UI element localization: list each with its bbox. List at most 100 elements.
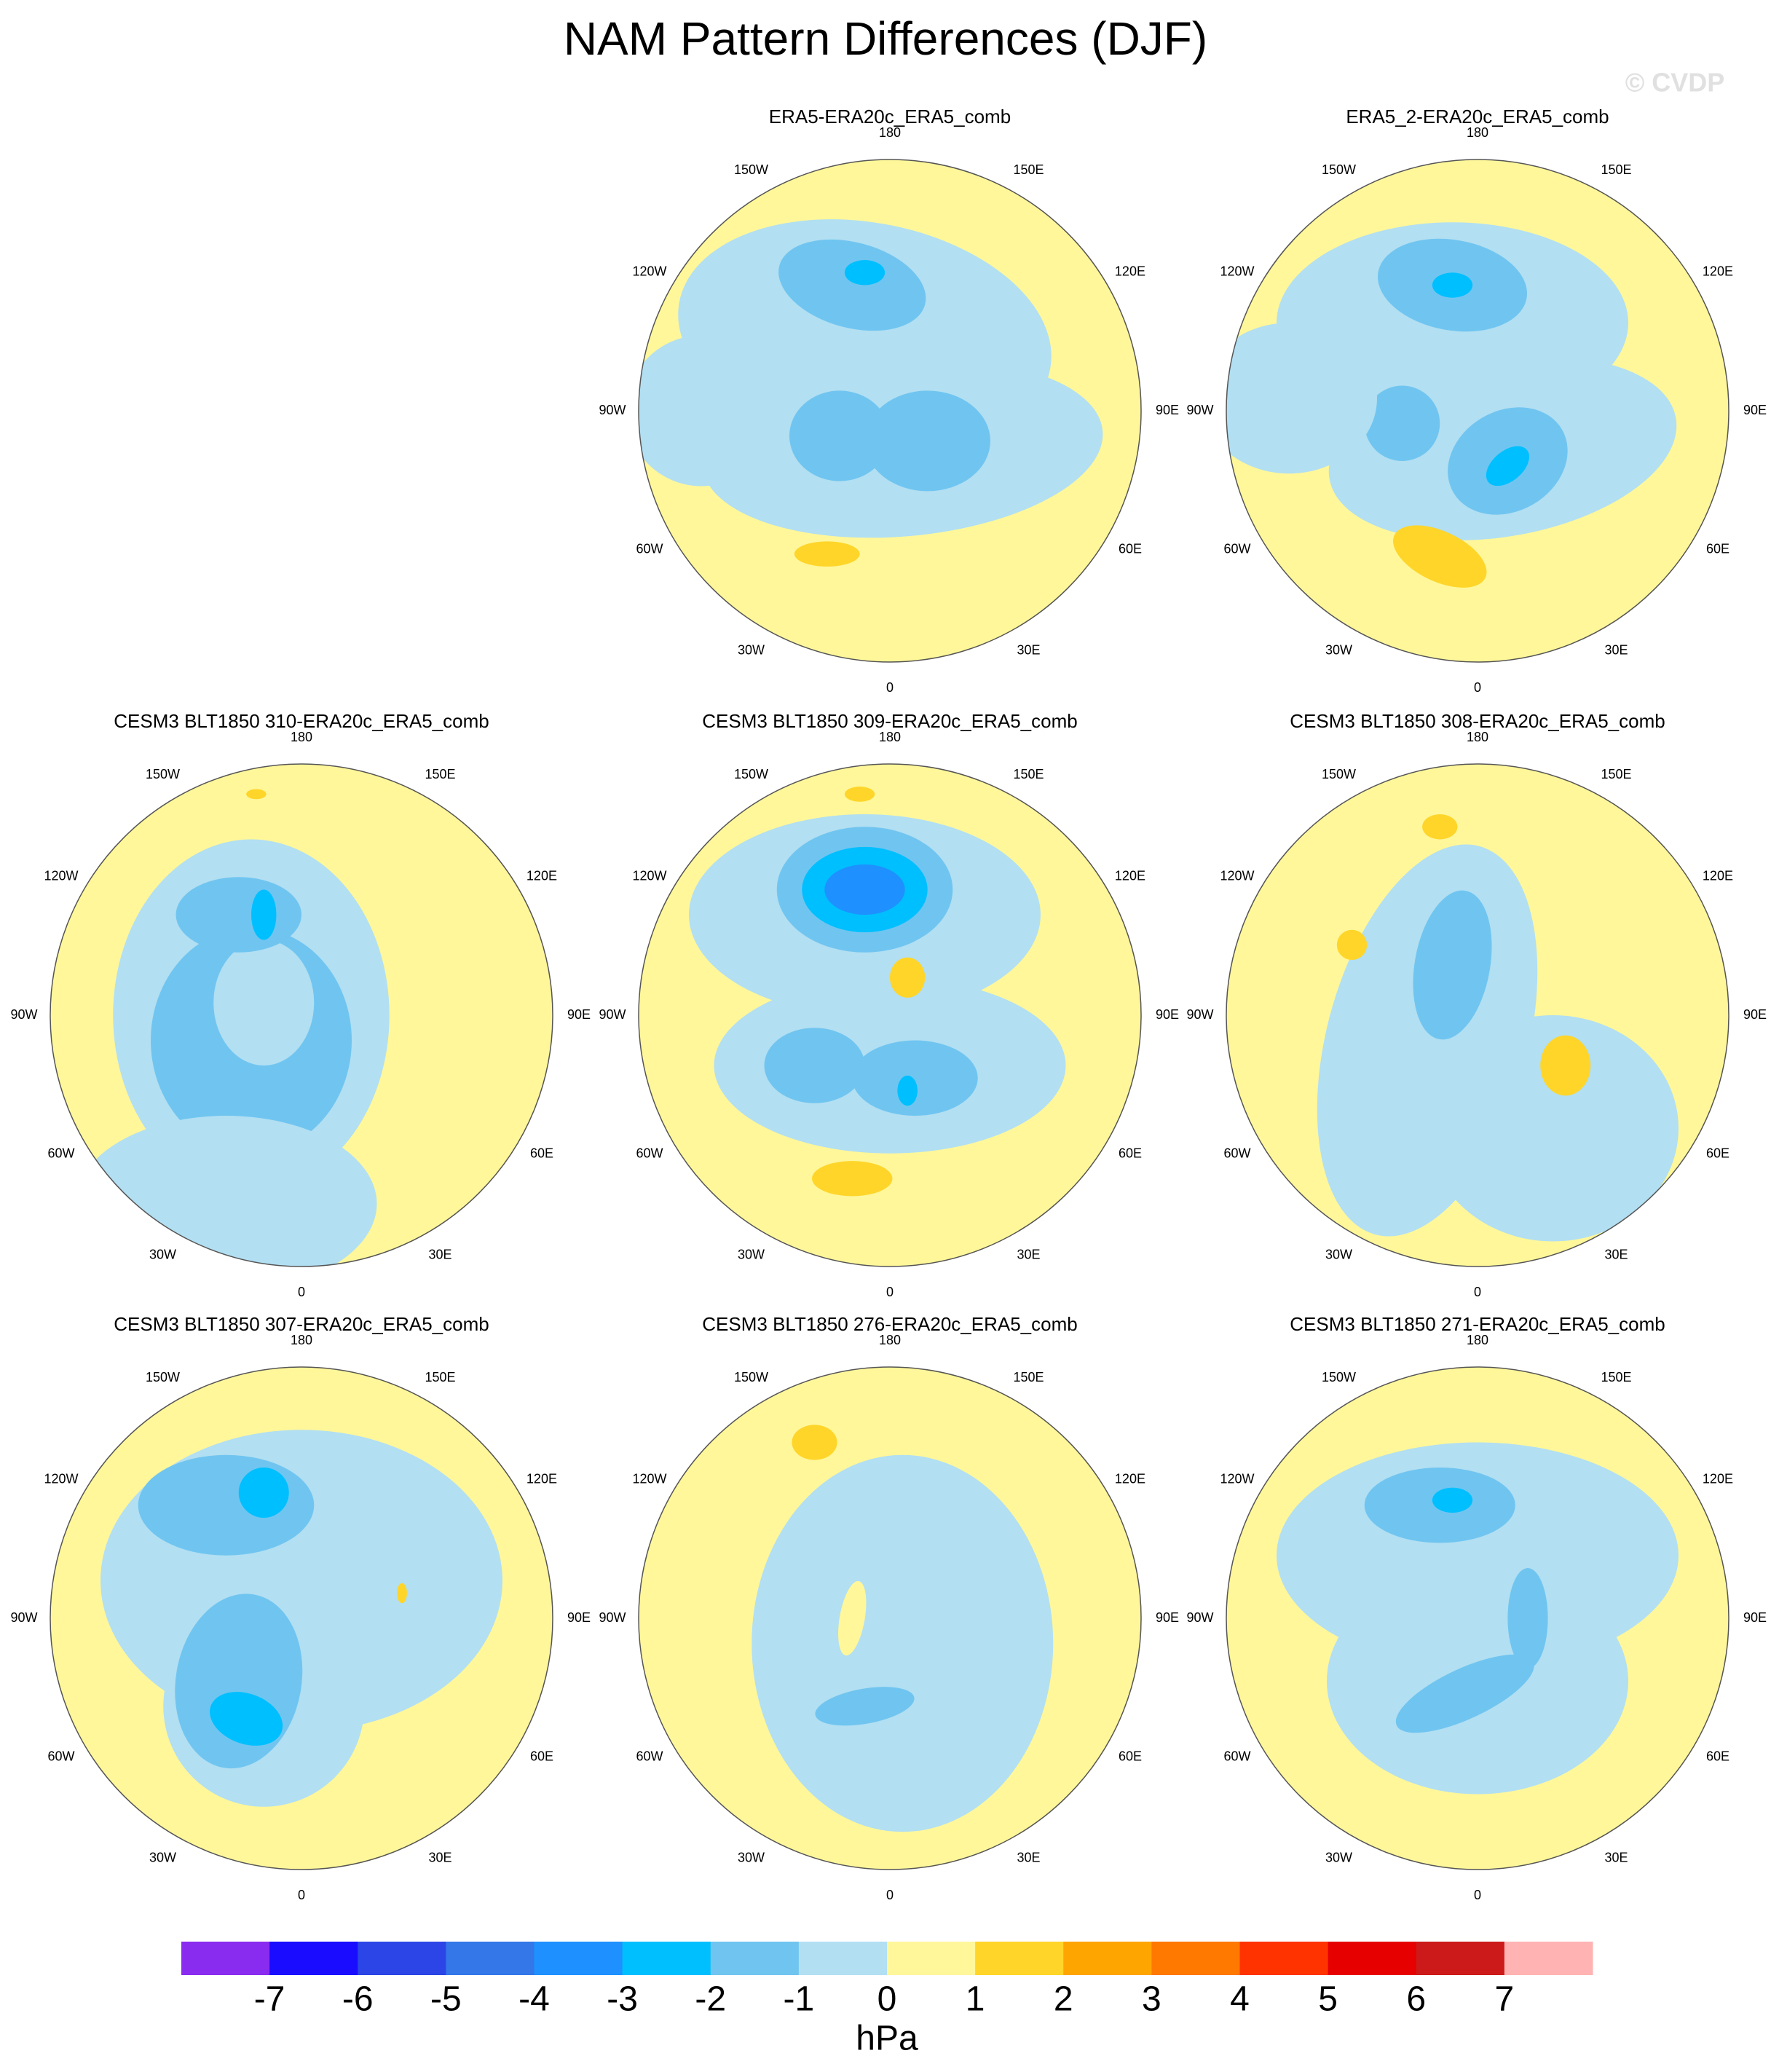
map-fill [1226, 764, 1729, 1267]
figure-title: NAM Pattern Differences (DJF) [564, 12, 1207, 65]
longitude-label: 30W [738, 643, 765, 658]
contour-region [864, 390, 990, 492]
map-panel: CESM3 BLT1850 307-ERA20c_ERA5_comb 0 30E 60… [10, 1313, 591, 1902]
longitude-label: 150E [1601, 767, 1631, 781]
colorbar-box [534, 1942, 623, 1975]
longitude-label: 30W [1325, 1248, 1352, 1262]
contour-region [1336, 929, 1368, 961]
longitude-label: 120W [633, 1471, 667, 1486]
longitude-label: 90E [1156, 1610, 1179, 1625]
panel-title: CESM3 BLT1850 309-ERA20c_ERA5_comb [702, 710, 1077, 732]
contour-region [1226, 323, 1377, 474]
colorbar-box [1416, 1942, 1505, 1975]
longitude-label: 150W [734, 767, 768, 781]
contour-region [210, 1692, 283, 1746]
longitude-label: 30W [1325, 1851, 1352, 1865]
colorbar-label: -3 [607, 1980, 638, 2019]
map-fill [639, 159, 1141, 662]
colorbar-box [1151, 1942, 1240, 1975]
longitude-label: 90E [1743, 1007, 1767, 1022]
map-border [638, 763, 1142, 1267]
longitude-label: 90E [1743, 1610, 1767, 1625]
longitude-label: 150E [1601, 1370, 1631, 1384]
contour-region [844, 260, 886, 285]
longitude-label: 30W [1325, 643, 1352, 658]
longitude-label: 60W [636, 541, 663, 556]
longitude-label: 120E [526, 1471, 557, 1486]
contour-region [752, 1454, 1054, 1832]
watermark: © CVDP [1625, 68, 1725, 98]
colorbar-label: 1 [966, 1980, 985, 2019]
longitude-label: 30E [1604, 1248, 1628, 1262]
longitude-label: 60W [1224, 541, 1251, 556]
longitude-label: 120W [633, 868, 667, 883]
contour-region [897, 1075, 918, 1106]
longitude-label: 30W [149, 1248, 176, 1262]
panel-title: ERA5-ERA20c_ERA5_comb [769, 106, 1011, 127]
panel-title: CESM3 BLT1850 276-ERA20c_ERA5_comb [702, 1313, 1077, 1335]
contour-region [1364, 385, 1440, 461]
panel-title: CESM3 BLT1850 310-ERA20c_ERA5_comb [114, 710, 489, 732]
map-border [1226, 159, 1729, 663]
contour-region [844, 787, 875, 802]
longitude-label: 60E [1706, 541, 1729, 556]
longitude-label: 30E [1017, 1248, 1040, 1262]
contour-region [1413, 890, 1492, 1040]
contour-region [824, 864, 905, 915]
map-border [638, 1366, 1142, 1870]
longitude-label: 90E [567, 1007, 591, 1022]
map-panel: ERA5-ERA20c_ERA5_comb 0 30E 60E 90E 120E 150E 1… [599, 106, 1179, 695]
longitude-label: 180 [879, 1333, 901, 1347]
panel-title: CESM3 BLT1850 308-ERA20c_ERA5_comb [1290, 710, 1665, 732]
longitude-label: 30W [149, 1851, 176, 1865]
longitude-label: 150W [1322, 767, 1356, 781]
longitude-label: 90W [599, 403, 626, 417]
longitude-label: 0 [298, 1888, 305, 1902]
longitude-label: 60E [530, 1146, 553, 1160]
longitude-label: 150E [1013, 1370, 1044, 1384]
longitude-label: 150W [1322, 1370, 1356, 1384]
longitude-label: 60W [48, 1749, 75, 1763]
contour-region [1422, 814, 1458, 840]
longitude-label: 180 [1467, 730, 1488, 744]
colorbar-label: 6 [1406, 1980, 1426, 2019]
longitude-label: 150W [734, 162, 768, 177]
colorbar-label: -6 [342, 1980, 374, 2019]
colorbar-label: -2 [695, 1980, 726, 2019]
map-fill [639, 764, 1141, 1267]
colorbar-label: 7 [1495, 1980, 1515, 2019]
colorbar: -7 -6 -5 -4 -3 -2 -1 0 1 2 3 4 5 6 7 hPa [181, 1942, 1593, 2058]
map-panel: ERA5_2-ERA20c_ERA5_comb 0 30E 60E 90E 120E 150… [1186, 106, 1767, 695]
contour-region [792, 1425, 837, 1460]
longitude-label: 150E [425, 1370, 455, 1384]
contour-region [852, 1040, 978, 1116]
contour-region [794, 541, 860, 567]
map-panel: CESM3 BLT1850 308-ERA20c_ERA5_comb 0 30E 60… [1186, 710, 1767, 1299]
longitude-label: 30W [738, 1851, 765, 1865]
longitude-label: 60W [1224, 1749, 1251, 1763]
longitude-label: 120W [1220, 264, 1255, 278]
contour-region [238, 1468, 289, 1518]
longitude-label: 180 [1467, 125, 1488, 140]
longitude-label: 180 [291, 730, 312, 744]
map-border [1226, 763, 1729, 1267]
longitude-label: 60E [1706, 1146, 1729, 1160]
longitude-label: 150W [1322, 162, 1356, 177]
contour-region [789, 390, 890, 481]
contour-region [1432, 272, 1473, 298]
longitude-label: 60E [1119, 541, 1142, 556]
longitude-label: 90W [1186, 1007, 1213, 1022]
longitude-label: 90E [1156, 1007, 1179, 1022]
contour-region [1507, 1568, 1548, 1669]
contour-region [812, 1161, 893, 1197]
contour-region [175, 877, 301, 953]
longitude-label: 60E [1119, 1749, 1142, 1763]
longitude-label: 90W [1186, 403, 1213, 417]
longitude-label: 30E [1017, 1851, 1040, 1865]
longitude-label: 90W [599, 1610, 626, 1625]
longitude-label: 90W [599, 1007, 626, 1022]
colorbar-box [1504, 1942, 1593, 1975]
longitude-label: 60W [636, 1749, 663, 1763]
